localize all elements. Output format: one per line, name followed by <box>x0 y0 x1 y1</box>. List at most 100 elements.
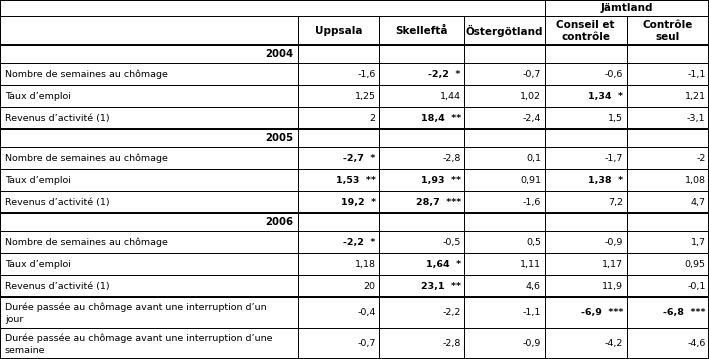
Text: 1,25: 1,25 <box>354 92 376 101</box>
Bar <box>379 328 464 359</box>
Bar <box>627 213 709 231</box>
Bar <box>627 275 709 297</box>
Text: -6,9  ***: -6,9 *** <box>581 308 623 317</box>
Bar <box>464 63 545 85</box>
Bar <box>545 253 627 275</box>
Text: Nombre de semaines au chômage: Nombre de semaines au chômage <box>5 70 168 79</box>
Bar <box>464 85 545 107</box>
Bar <box>545 16 627 45</box>
Bar <box>379 16 464 45</box>
Bar <box>545 191 627 213</box>
Text: 18,4  **: 18,4 ** <box>420 114 461 123</box>
Bar <box>379 275 464 297</box>
Text: 1,93  **: 1,93 ** <box>421 176 461 185</box>
Text: -1,1: -1,1 <box>687 70 705 79</box>
Bar <box>379 107 464 129</box>
Bar <box>627 147 709 169</box>
Text: Taux d’emploi: Taux d’emploi <box>5 92 71 101</box>
Bar <box>0 0 545 16</box>
Bar <box>464 213 545 231</box>
Bar <box>298 253 379 275</box>
Text: -0,4: -0,4 <box>357 308 376 317</box>
Text: 1,64  *: 1,64 * <box>425 260 461 269</box>
Text: Jämtland: Jämtland <box>601 3 653 13</box>
Bar <box>0 63 298 85</box>
Text: Conseil et
contrôle: Conseil et contrôle <box>557 20 615 42</box>
Text: 19,2  *: 19,2 * <box>340 198 376 207</box>
Bar <box>379 129 464 147</box>
Text: -0,9: -0,9 <box>605 238 623 247</box>
Bar <box>298 275 379 297</box>
Bar <box>298 63 379 85</box>
Bar <box>545 129 627 147</box>
Text: Östergötland: Östergötland <box>466 25 543 37</box>
Text: -1,7: -1,7 <box>605 154 623 163</box>
Bar <box>545 169 627 191</box>
Text: 4,7: 4,7 <box>691 198 705 207</box>
Bar <box>627 253 709 275</box>
Bar <box>545 213 627 231</box>
Text: 0,5: 0,5 <box>526 238 541 247</box>
Text: -6,8  ***: -6,8 *** <box>663 308 705 317</box>
Bar <box>0 147 298 169</box>
Bar <box>0 275 298 297</box>
Bar <box>298 147 379 169</box>
Text: Durée passée au chômage avant une interruption d’un: Durée passée au chômage avant une interr… <box>5 303 267 312</box>
Bar <box>379 63 464 85</box>
Bar <box>379 191 464 213</box>
Text: Contrôle
seul: Contrôle seul <box>642 20 693 42</box>
Text: 1,38  *: 1,38 * <box>588 176 623 185</box>
Bar <box>464 253 545 275</box>
Text: Revenus d’activité (1): Revenus d’activité (1) <box>5 282 110 291</box>
Bar <box>627 63 709 85</box>
Bar <box>379 297 464 328</box>
Text: 2: 2 <box>370 114 376 123</box>
Text: -0,9: -0,9 <box>523 339 541 348</box>
Bar <box>464 191 545 213</box>
Bar <box>0 129 298 147</box>
Text: 1,18: 1,18 <box>354 260 376 269</box>
Bar <box>627 107 709 129</box>
Text: Nombre de semaines au chômage: Nombre de semaines au chômage <box>5 154 168 163</box>
Bar <box>545 275 627 297</box>
Text: 1,21: 1,21 <box>684 92 705 101</box>
Text: -2,2  *: -2,2 * <box>428 70 461 79</box>
Text: -4,6: -4,6 <box>687 339 705 348</box>
Text: -2,2: -2,2 <box>442 308 461 317</box>
Bar <box>0 297 298 328</box>
Text: 23,1  **: 23,1 ** <box>421 282 461 291</box>
Text: 0,1: 0,1 <box>526 154 541 163</box>
Text: 1,34  *: 1,34 * <box>588 92 623 101</box>
Bar <box>0 85 298 107</box>
Bar <box>0 253 298 275</box>
Text: 0,95: 0,95 <box>684 260 705 269</box>
Text: 4,6: 4,6 <box>526 282 541 291</box>
Bar <box>379 253 464 275</box>
Bar <box>464 107 545 129</box>
Text: Taux d’emploi: Taux d’emploi <box>5 260 71 269</box>
Text: 11,9: 11,9 <box>602 282 623 291</box>
Text: -2,8: -2,8 <box>442 154 461 163</box>
Bar <box>298 213 379 231</box>
Text: 0,91: 0,91 <box>520 176 541 185</box>
Bar <box>0 107 298 129</box>
Text: 2006: 2006 <box>266 217 294 227</box>
Text: -0,7: -0,7 <box>523 70 541 79</box>
Text: Skelleftå: Skelleftå <box>396 26 448 36</box>
Text: -0,6: -0,6 <box>605 70 623 79</box>
Text: 20: 20 <box>364 282 376 291</box>
Text: 1,08: 1,08 <box>684 176 705 185</box>
Text: 1,44: 1,44 <box>440 92 461 101</box>
Text: -1,6: -1,6 <box>523 198 541 207</box>
Bar <box>379 231 464 253</box>
Bar <box>379 45 464 63</box>
Bar <box>464 147 545 169</box>
Text: 1,53  **: 1,53 ** <box>336 176 376 185</box>
Text: -0,7: -0,7 <box>357 339 376 348</box>
Text: Durée passée au chômage avant une interruption d’une: Durée passée au chômage avant une interr… <box>5 334 272 343</box>
Bar <box>464 275 545 297</box>
Text: -2,2  *: -2,2 * <box>343 238 376 247</box>
Bar <box>0 16 298 45</box>
Bar <box>464 328 545 359</box>
Bar <box>298 328 379 359</box>
